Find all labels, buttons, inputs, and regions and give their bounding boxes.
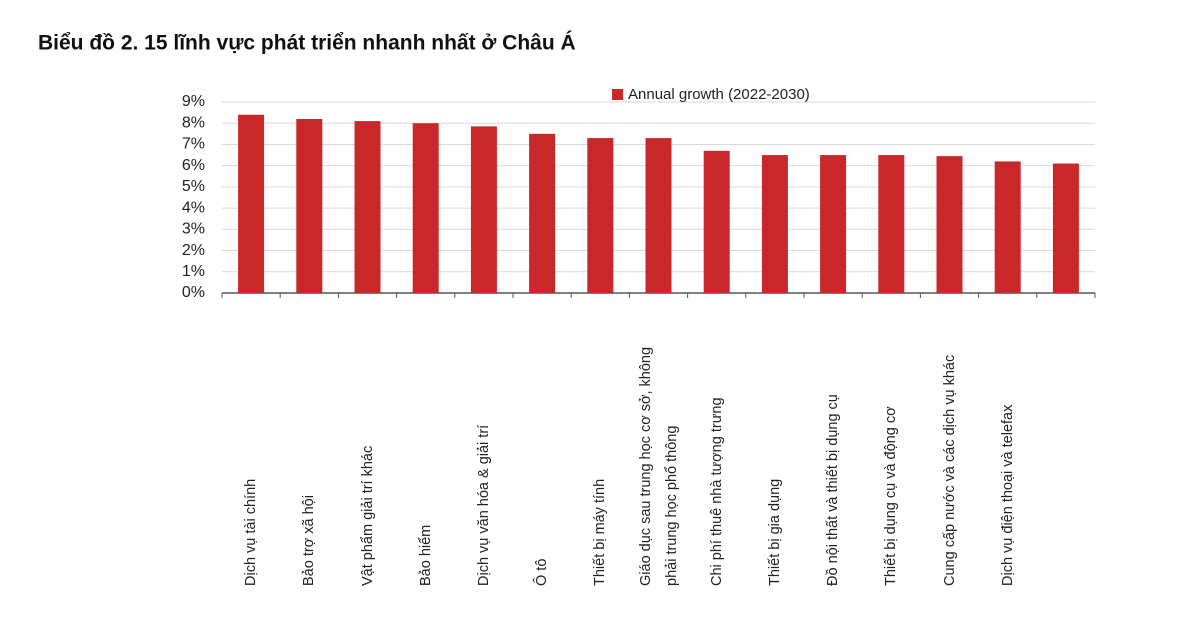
x-tick-label: Ô tô <box>534 558 551 586</box>
bar <box>238 114 265 293</box>
x-tick-label: Thiết bị dụng cụ và động cơ <box>883 406 900 586</box>
x-tick-label: Giáo dục sau trung học cơ sở, không phải… <box>637 346 680 586</box>
bar <box>820 155 847 293</box>
x-tick-label: Bảo trợ xã hội <box>301 495 318 586</box>
y-tick-label: 3% <box>182 221 205 238</box>
bar <box>529 133 556 293</box>
x-tick-label: Thiết bị máy tính <box>592 478 609 586</box>
y-tick-label: 0% <box>182 284 205 301</box>
x-tick-label: Dịch vụ văn hóa & giải trí <box>475 424 492 586</box>
bar <box>1052 163 1079 293</box>
x-tick-label: Bảo hiểm <box>417 524 434 586</box>
x-tick-label: Vật phẩm giải trí khác <box>359 445 376 586</box>
chart-title: Biểu đồ 2. 15 lĩnh vực phát triển nhanh … <box>38 32 576 55</box>
bar <box>470 126 497 294</box>
y-tick-label: 1% <box>182 263 205 280</box>
bar <box>645 138 672 293</box>
x-tick-label: Đồ nội thất và thiết bị dụng cụ <box>825 394 842 586</box>
y-tick-label: 5% <box>182 178 205 195</box>
bar <box>354 121 381 293</box>
bar <box>412 123 439 293</box>
y-tick-label: 6% <box>182 157 205 174</box>
bar <box>296 118 323 293</box>
x-tick-label: Thiết bị gia dụng <box>766 478 783 586</box>
x-tick-label: Dịch vụ tài chính <box>243 478 260 586</box>
y-tick-label: 7% <box>182 136 205 153</box>
bar <box>994 161 1021 293</box>
bar <box>761 155 788 293</box>
y-tick-label: 2% <box>182 242 205 259</box>
bar <box>587 138 614 293</box>
y-tick-label: 9% <box>182 93 205 110</box>
x-tick-label: Cung cấp nước và các dịch vụ khác <box>941 354 958 586</box>
x-tick-label: Dịch vụ điện thoại và telefax <box>999 404 1016 586</box>
y-tick-label: 4% <box>182 199 205 216</box>
bar <box>878 155 905 293</box>
legend-label: Annual growth (2022-2030) <box>628 86 810 103</box>
y-tick-label: 8% <box>182 114 205 131</box>
x-tick-label: Chi phí thuê nhà tượng trưng <box>708 397 725 586</box>
bar <box>936 156 963 293</box>
bar <box>703 150 730 293</box>
legend-swatch <box>612 89 623 100</box>
